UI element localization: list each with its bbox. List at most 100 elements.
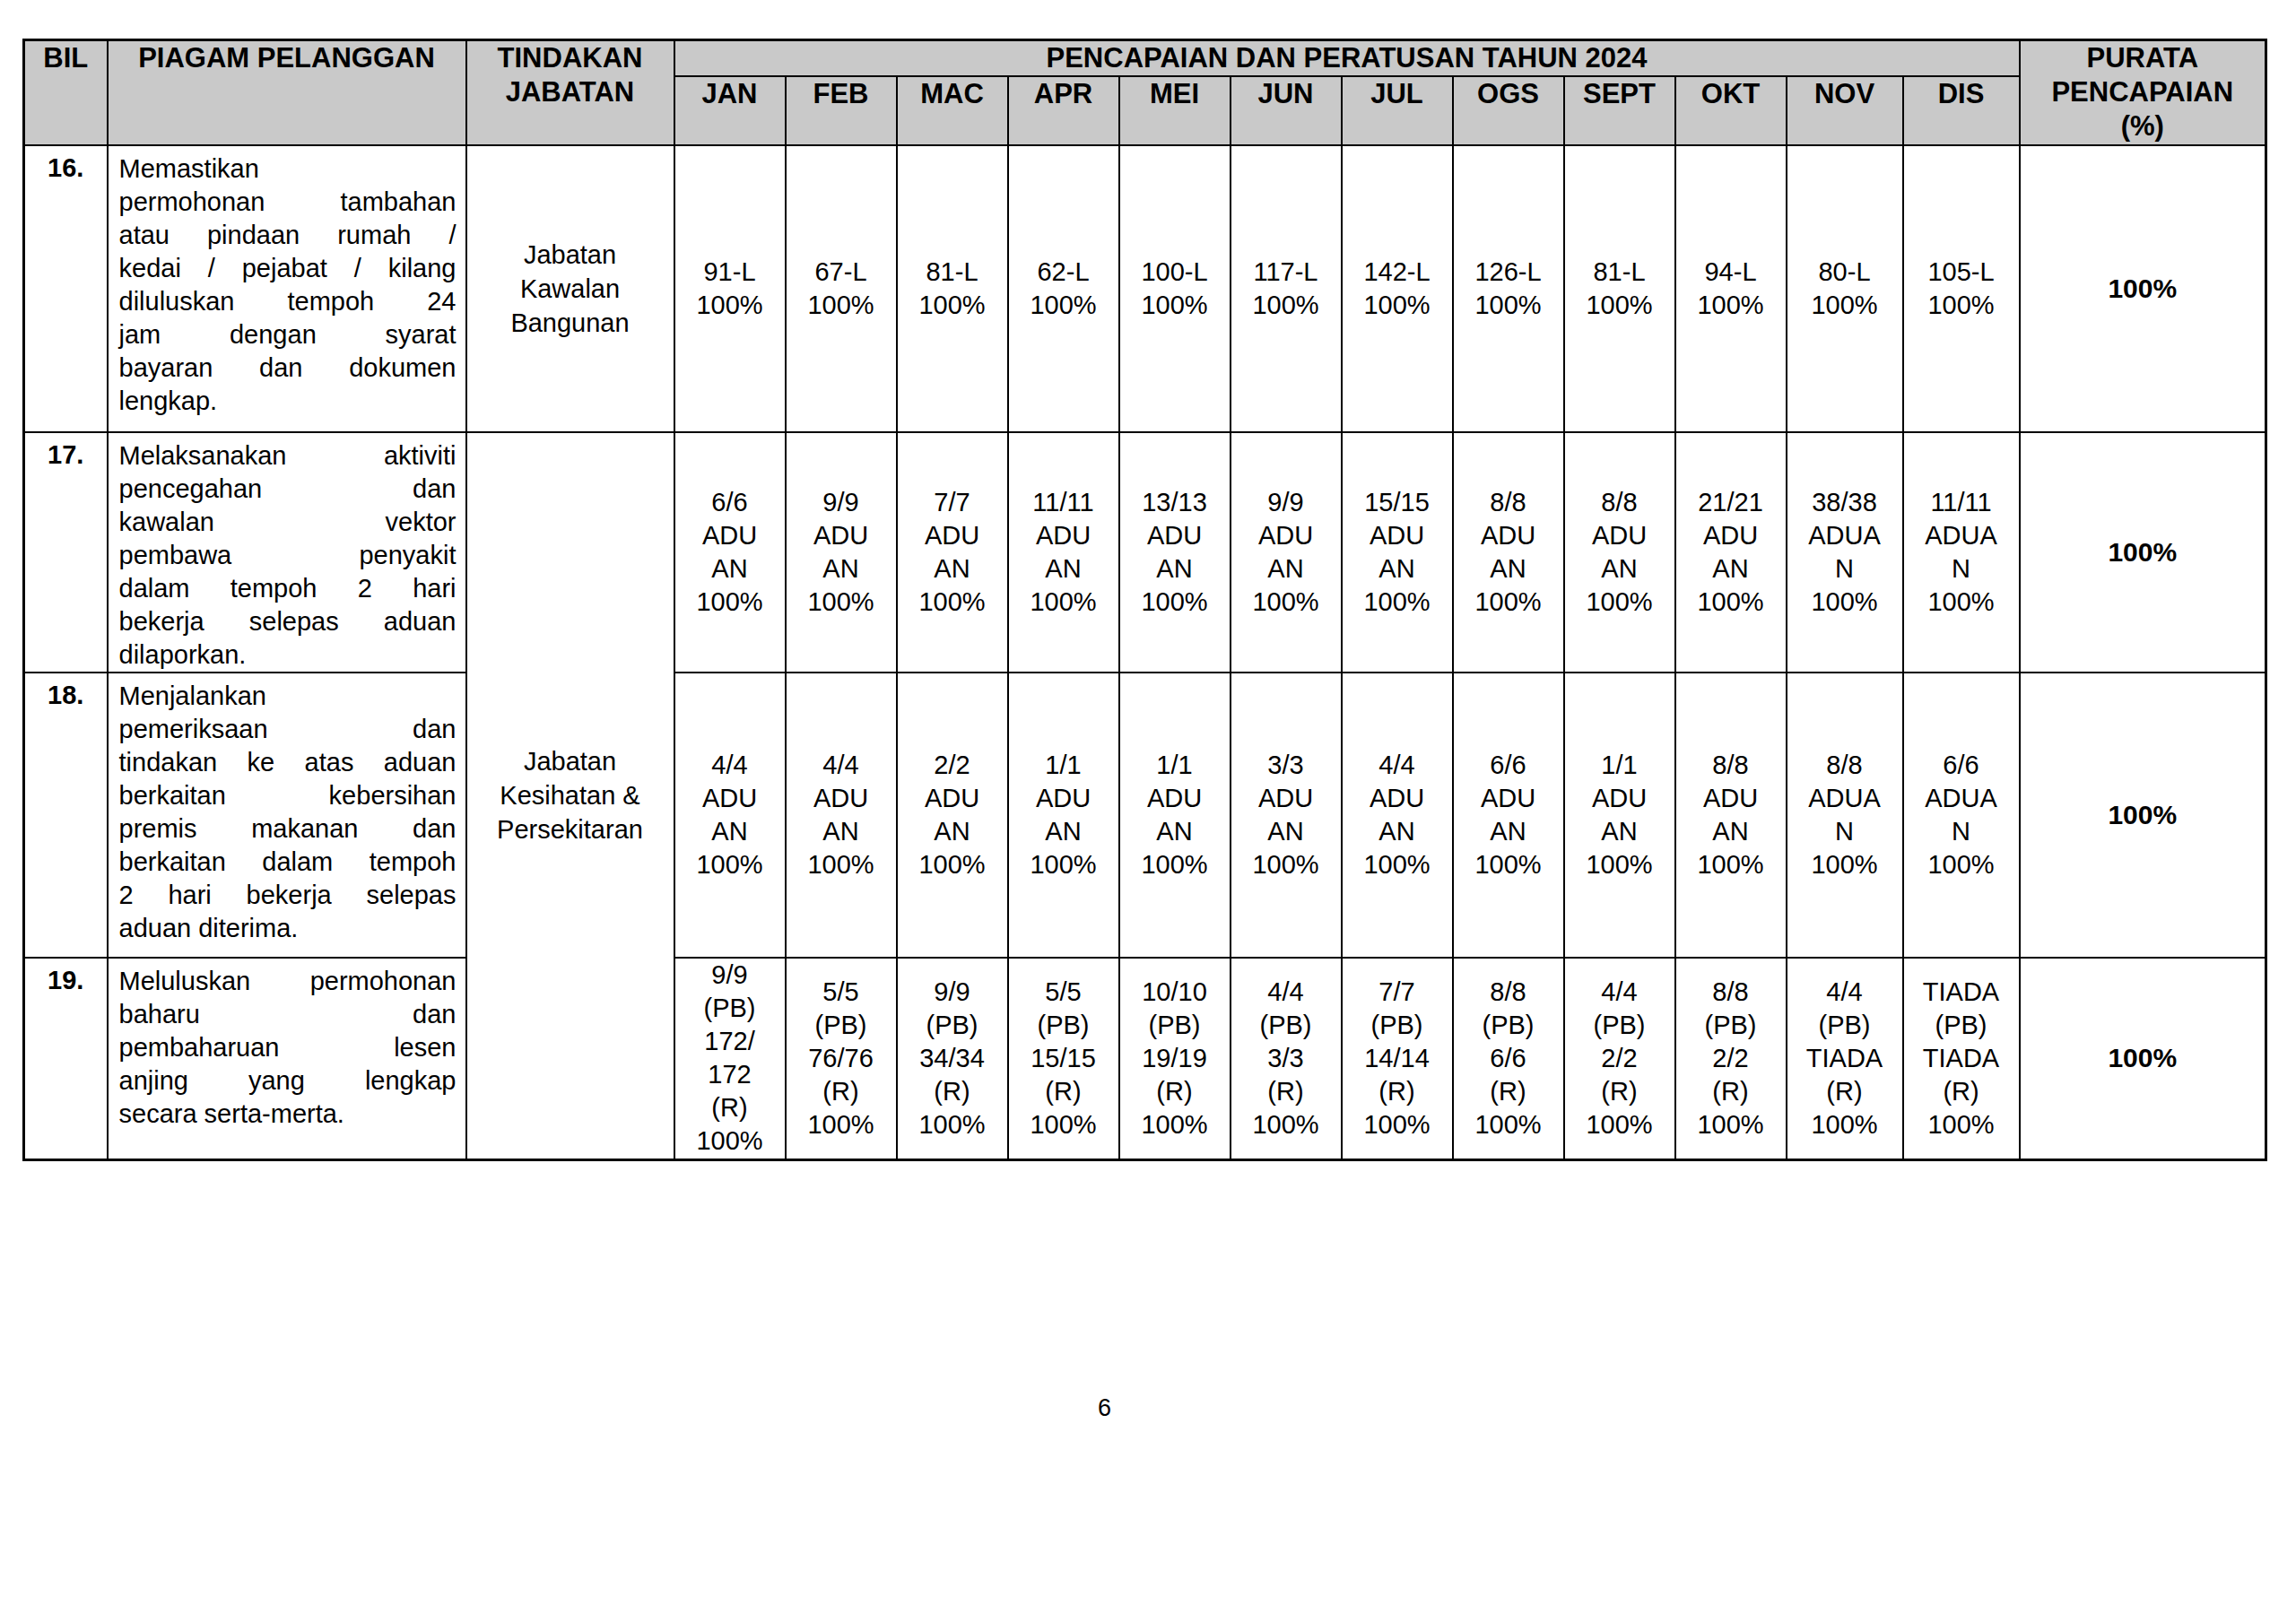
month-value-cell: 2/2 ADU AN 100% bbox=[897, 673, 1008, 958]
piagam-line: Menjalankan bbox=[119, 680, 457, 713]
piagam-line: Memastikan bbox=[119, 152, 457, 186]
piagam-line: dalam tempoh 2 hari bbox=[119, 572, 457, 605]
header-row-top: BIL PIAGAM PELANGGAN TINDAKAN JABATAN PE… bbox=[24, 40, 2266, 77]
month-value-cell: 81-L 100% bbox=[897, 145, 1008, 432]
document-page: BIL PIAGAM PELANGGAN TINDAKAN JABATAN PE… bbox=[0, 0, 2296, 1623]
month-value-cell: 4/4 ADU AN 100% bbox=[786, 673, 897, 958]
month-value-cell: 100-L 100% bbox=[1119, 145, 1231, 432]
month-value-cell: 8/8 (PB) 2/2 (R) 100% bbox=[1675, 958, 1787, 1159]
month-value-cell: 1/1 ADU AN 100% bbox=[1008, 673, 1119, 958]
piagam-line: lengkap. bbox=[119, 385, 457, 418]
month-value-cell: 8/8 ADU AN 100% bbox=[1564, 432, 1675, 673]
piagam-line: jam dengan syarat bbox=[119, 318, 457, 352]
piagam-line: atau pindaan rumah / bbox=[119, 219, 457, 252]
header-tindakan-jabatan: TINDAKAN JABATAN bbox=[466, 40, 674, 146]
piagam-line: pencegahan dan bbox=[119, 473, 457, 506]
page-number: 6 bbox=[1098, 1393, 1111, 1423]
piagam-line: anjing yang lengkap bbox=[119, 1064, 457, 1098]
piagam-line: secara serta-merta. bbox=[119, 1098, 457, 1131]
piagam-cell: Memastikanpermohonan tambahanatau pindaa… bbox=[108, 145, 466, 432]
bil-cell: 19. bbox=[24, 958, 108, 1159]
month-value-cell: 6/6 ADU AN 100% bbox=[1453, 673, 1564, 958]
piagam-line: berkaitan kebersihan bbox=[119, 779, 457, 812]
month-value-cell: TIADA (PB) TIADA (R) 100% bbox=[1903, 958, 2020, 1159]
tindakan-jabatan-cell: Jabatan Kawalan Bangunan bbox=[466, 145, 674, 432]
header-month-dis: DIS bbox=[1903, 76, 2020, 145]
header-month-mac: MAC bbox=[897, 76, 1008, 145]
tindakan-jabatan-cell: Jabatan Kesihatan & Persekitaran bbox=[466, 432, 674, 1159]
header-month-nov: NOV bbox=[1787, 76, 1903, 145]
piagam-line: premis makanan dan bbox=[119, 812, 457, 846]
month-value-cell: 62-L 100% bbox=[1008, 145, 1119, 432]
month-value-cell: 5/5 (PB) 76/76 (R) 100% bbox=[786, 958, 897, 1159]
month-value-cell: 4/4 ADU AN 100% bbox=[674, 673, 786, 958]
piagam-line: aduan diterima. bbox=[119, 912, 457, 945]
purata-cell: 100% bbox=[2020, 673, 2266, 958]
month-value-cell: 91-L 100% bbox=[674, 145, 786, 432]
header-pencapaian-title: PENCAPAIAN DAN PERATUSAN TAHUN 2024 bbox=[674, 40, 2020, 77]
month-value-cell: 21/21 ADU AN 100% bbox=[1675, 432, 1787, 673]
month-value-cell: 94-L 100% bbox=[1675, 145, 1787, 432]
month-value-cell: 3/3 ADU AN 100% bbox=[1231, 673, 1342, 958]
bil-cell: 17. bbox=[24, 432, 108, 673]
month-value-cell: 142-L 100% bbox=[1342, 145, 1453, 432]
month-value-cell: 4/4 (PB) 2/2 (R) 100% bbox=[1564, 958, 1675, 1159]
piagam-line: pemeriksaan dan bbox=[119, 713, 457, 746]
bil-cell: 18. bbox=[24, 673, 108, 958]
month-value-cell: 1/1 ADU AN 100% bbox=[1564, 673, 1675, 958]
header-month-ogs: OGS bbox=[1453, 76, 1564, 145]
header-month-apr: APR bbox=[1008, 76, 1119, 145]
table-body: 16.Memastikanpermohonan tambahanatau pin… bbox=[24, 145, 2266, 1159]
piagam-line: 2 hari bekerja selepas bbox=[119, 879, 457, 912]
month-value-cell: 8/8 ADU AN 100% bbox=[1675, 673, 1787, 958]
header-month-okt: OKT bbox=[1675, 76, 1787, 145]
piagam-line: diluluskan tempoh 24 bbox=[119, 285, 457, 318]
piagam-line: bayaran dan dokumen bbox=[119, 352, 457, 385]
client-charter-table: BIL PIAGAM PELANGGAN TINDAKAN JABATAN PE… bbox=[22, 39, 2267, 1161]
month-value-cell: 126-L 100% bbox=[1453, 145, 1564, 432]
month-value-cell: 80-L 100% bbox=[1787, 145, 1903, 432]
header-month-feb: FEB bbox=[786, 76, 897, 145]
table-row: 16.Memastikanpermohonan tambahanatau pin… bbox=[24, 145, 2266, 432]
month-value-cell: 117-L 100% bbox=[1231, 145, 1342, 432]
month-value-cell: 67-L 100% bbox=[786, 145, 897, 432]
month-value-cell: 8/8 ADU AN 100% bbox=[1453, 432, 1564, 673]
piagam-line: bekerja selepas aduan bbox=[119, 605, 457, 638]
month-value-cell: 9/9 ADU AN 100% bbox=[786, 432, 897, 673]
month-value-cell: 1/1 ADU AN 100% bbox=[1119, 673, 1231, 958]
month-value-cell: 8/8 ADUA N 100% bbox=[1787, 673, 1903, 958]
piagam-line: pembawa penyakit bbox=[119, 539, 457, 572]
piagam-line: tindakan ke atas aduan bbox=[119, 746, 457, 779]
piagam-cell: Melaksanakan aktivitipencegahan dankawal… bbox=[108, 432, 466, 673]
month-value-cell: 81-L 100% bbox=[1564, 145, 1675, 432]
piagam-line: permohonan tambahan bbox=[119, 186, 457, 219]
header-month-mei: MEI bbox=[1119, 76, 1231, 145]
header-month-sept: SEPT bbox=[1564, 76, 1675, 145]
piagam-line: baharu dan bbox=[119, 998, 457, 1031]
month-value-cell: 38/38 ADUA N 100% bbox=[1787, 432, 1903, 673]
month-value-cell: 8/8 (PB) 6/6 (R) 100% bbox=[1453, 958, 1564, 1159]
piagam-line: berkaitan dalam tempoh bbox=[119, 846, 457, 879]
piagam-line: kedai / pejabat / kilang bbox=[119, 252, 457, 285]
piagam-line: pembaharuan lesen bbox=[119, 1031, 457, 1064]
header-piagam-pelanggan: PIAGAM PELANGGAN bbox=[108, 40, 466, 146]
month-value-cell: 9/9 (PB) 172/ 172 (R) 100% bbox=[674, 958, 786, 1159]
month-value-cell: 6/6 ADUA N 100% bbox=[1903, 673, 2020, 958]
month-value-cell: 11/11 ADU AN 100% bbox=[1008, 432, 1119, 673]
purata-cell: 100% bbox=[2020, 145, 2266, 432]
month-value-cell: 9/9 (PB) 34/34 (R) 100% bbox=[897, 958, 1008, 1159]
piagam-line: Melaksanakan aktiviti bbox=[119, 439, 457, 473]
piagam-cell: Meluluskan permohonanbaharu danpembaharu… bbox=[108, 958, 466, 1159]
table-row: 19.Meluluskan permohonanbaharu danpembah… bbox=[24, 958, 2266, 1159]
table-row: 18. Menjalankanpemeriksaan dantindakan ke… bbox=[24, 673, 2266, 958]
month-value-cell: 5/5 (PB) 15/15 (R) 100% bbox=[1008, 958, 1119, 1159]
header-month-jul: JUL bbox=[1342, 76, 1453, 145]
header-bil: BIL bbox=[24, 40, 108, 146]
month-value-cell: 4/4 ADU AN 100% bbox=[1342, 673, 1453, 958]
month-value-cell: 11/11 ADUA N 100% bbox=[1903, 432, 2020, 673]
header-purata-pencapaian: PURATA PENCAPAIAN (%) bbox=[2020, 40, 2266, 146]
month-value-cell: 4/4 (PB) 3/3 (R) 100% bbox=[1231, 958, 1342, 1159]
purata-cell: 100% bbox=[2020, 432, 2266, 673]
month-value-cell: 4/4 (PB) TIADA (R) 100% bbox=[1787, 958, 1903, 1159]
bil-cell: 16. bbox=[24, 145, 108, 432]
